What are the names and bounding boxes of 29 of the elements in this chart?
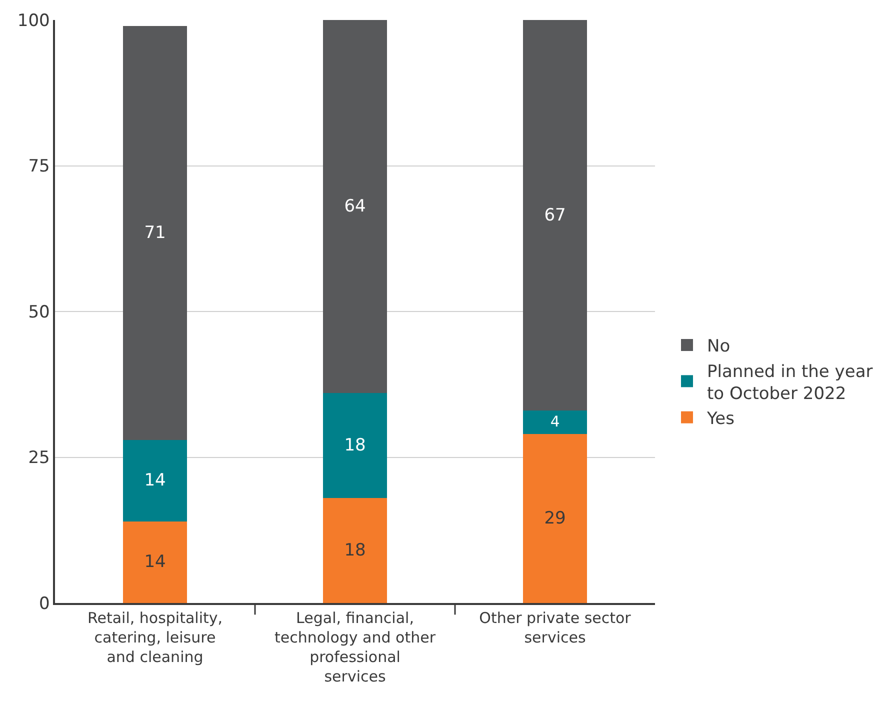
data-label: 29 [544,508,566,528]
bar [323,20,387,394]
bar [123,521,187,603]
bar [523,20,587,411]
x-tick-label: Legal, financial, technology and other professional services [274,608,436,686]
bar [523,434,587,603]
data-label: 14 [144,552,166,572]
legend-label: Yes [706,408,735,429]
bar [123,26,187,440]
data-label: 18 [344,540,366,561]
bar [523,410,587,434]
data-label: 14 [144,470,166,491]
data-label: 4 [550,414,560,431]
y-tick-label: 50 [28,302,50,322]
bar [123,440,187,522]
y-tick-label: 25 [28,448,50,468]
data-label: 71 [144,222,166,243]
y-tick-label: 0 [39,594,50,614]
y-tick-label: 75 [28,156,50,177]
legend-label: No [707,336,730,357]
bar [323,498,387,603]
y-tick-label: 100 [17,10,50,31]
data-label: 18 [344,436,366,456]
data-label: 67 [544,205,566,226]
data-label: 64 [344,196,366,217]
x-tick-label: Other private sector services [479,608,632,646]
legend-label: Planned in the year to October 2022 [707,362,873,404]
bar [323,393,387,498]
x-tick-label: Retail, hospitality, catering, leisure and cleaning [87,608,223,666]
